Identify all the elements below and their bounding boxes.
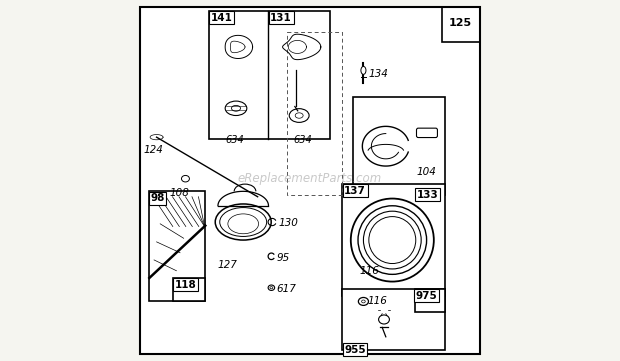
Bar — [353, 97, 445, 195]
Text: 975: 975 — [416, 291, 438, 301]
Text: 116: 116 — [360, 266, 379, 276]
Bar — [442, 7, 480, 42]
Text: 95: 95 — [276, 253, 290, 263]
Text: 104: 104 — [417, 167, 436, 177]
Text: 137: 137 — [344, 186, 366, 196]
Bar — [342, 289, 445, 350]
Text: 141: 141 — [211, 13, 232, 23]
Bar — [173, 278, 205, 301]
Text: 617: 617 — [277, 284, 296, 294]
Text: 118: 118 — [175, 280, 197, 290]
Text: 634: 634 — [225, 135, 244, 145]
Text: 127: 127 — [218, 260, 238, 270]
Bar — [415, 289, 445, 312]
Text: 130: 130 — [278, 218, 298, 228]
Ellipse shape — [361, 66, 366, 74]
Bar — [209, 11, 330, 139]
Text: 124: 124 — [143, 145, 163, 155]
Bar — [342, 184, 445, 296]
Text: 134: 134 — [368, 69, 388, 79]
Bar — [149, 191, 205, 301]
Bar — [286, 32, 342, 195]
Text: 125: 125 — [448, 18, 471, 29]
Text: 108: 108 — [170, 188, 190, 198]
Text: 98: 98 — [151, 193, 165, 203]
Text: 955: 955 — [344, 345, 366, 355]
Text: 634: 634 — [294, 135, 312, 145]
Text: 133: 133 — [417, 190, 438, 200]
Text: 131: 131 — [270, 13, 292, 23]
Text: 116: 116 — [368, 296, 388, 306]
Text: eReplacementParts.com: eReplacementParts.com — [238, 172, 382, 185]
